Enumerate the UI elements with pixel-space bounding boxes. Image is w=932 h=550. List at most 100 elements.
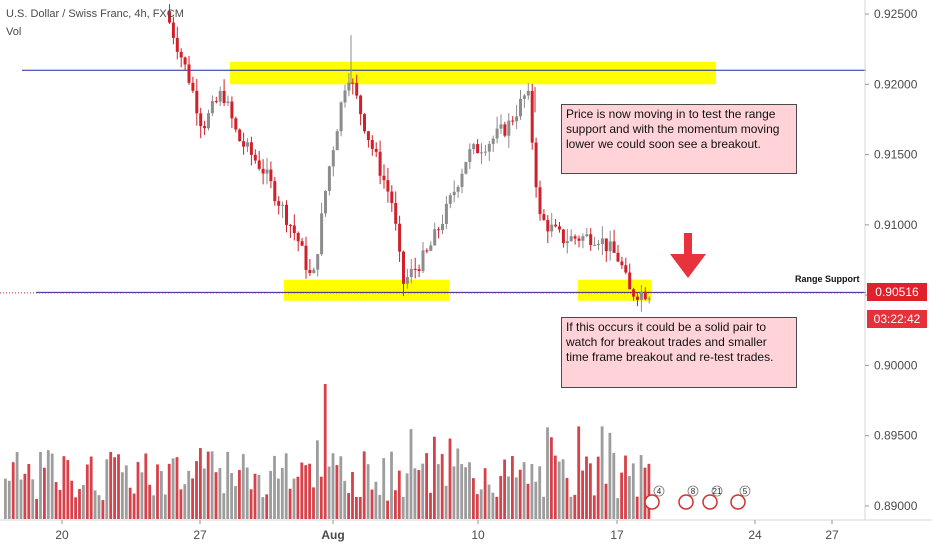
volume-bar <box>538 466 542 519</box>
volume-bar <box>464 467 467 519</box>
candle-body <box>608 241 612 252</box>
event-badge-icon[interactable] <box>730 494 746 510</box>
volume-bar <box>378 494 382 519</box>
volume-bar <box>460 464 464 519</box>
candle-body <box>522 95 526 99</box>
volume-bar <box>58 489 62 519</box>
candle-body <box>491 138 495 144</box>
price-tick-label: 0.92500 <box>874 7 918 21</box>
volume-bar <box>370 489 374 519</box>
candle-body <box>363 114 366 132</box>
candle-body <box>191 82 195 91</box>
volume-bar <box>444 485 448 519</box>
volume-bar <box>409 429 413 519</box>
candle-body <box>265 169 269 174</box>
volume-bar <box>390 451 393 519</box>
volume-bar <box>238 470 241 519</box>
highlight-zones <box>230 61 716 301</box>
volume-bar <box>7 480 11 519</box>
candle-body <box>425 250 429 252</box>
candle-body <box>238 129 242 142</box>
volume-bar <box>234 486 237 519</box>
volume-bar <box>160 471 163 519</box>
candle-body <box>417 269 421 272</box>
volume-bar <box>358 497 362 519</box>
note-bottom[interactable]: If this occurs it could be a solid pair … <box>561 317 797 388</box>
candle-body <box>456 186 460 192</box>
price-tick-label: 0.91500 <box>874 148 918 162</box>
volume-bar <box>639 455 643 519</box>
volume-bar <box>296 476 300 519</box>
candle-body <box>230 101 234 119</box>
volume-bar <box>557 461 561 519</box>
event-badge-icon[interactable] <box>644 494 660 510</box>
event-badge-icon[interactable] <box>678 494 694 510</box>
candle-body <box>402 251 405 284</box>
candle-body <box>398 223 402 252</box>
candle-body <box>386 180 390 192</box>
volume-bar <box>97 495 101 519</box>
volume-bar <box>394 490 397 519</box>
volume-bar <box>167 463 171 519</box>
candle-body <box>600 238 604 245</box>
candle-body <box>620 261 624 266</box>
volume-bar <box>11 462 15 519</box>
volume-bar <box>156 464 159 519</box>
candle-body <box>597 244 600 246</box>
candle-body <box>550 224 554 232</box>
level-lines <box>0 69 866 294</box>
volume-bar <box>456 448 460 519</box>
candle-body <box>480 152 483 154</box>
candle-body <box>335 131 339 151</box>
candle-body <box>636 296 639 300</box>
volume-bar <box>374 481 378 519</box>
event-badge-count: 8 <box>691 487 696 496</box>
volume-bar <box>218 468 222 519</box>
candle-body <box>464 161 468 174</box>
volume-bar <box>304 465 308 519</box>
volume-bar <box>604 483 608 519</box>
volume-bar <box>253 473 257 519</box>
volume-bar <box>542 496 545 519</box>
candle-body <box>405 277 409 284</box>
candle-body <box>226 101 230 104</box>
candle-body <box>292 225 296 234</box>
note-top[interactable]: Price is now moving in to test the range… <box>561 104 797 174</box>
time-tick-label: 24 <box>748 528 762 542</box>
time-tick-label: 20 <box>55 528 69 542</box>
event-badge-icon[interactable] <box>702 494 718 510</box>
candle-body <box>179 51 183 58</box>
volume-bar <box>643 467 647 519</box>
candle-body <box>554 224 558 227</box>
price-axis: 0.925000.920000.915000.910000.905000.900… <box>865 7 918 513</box>
candle-body <box>269 169 273 182</box>
event-badge-count: 21 <box>713 487 722 496</box>
highlight-zone <box>284 279 449 301</box>
volume-bar <box>206 451 210 519</box>
volume-bar <box>569 496 573 519</box>
volume-bar <box>620 472 623 519</box>
candle-body <box>628 272 632 290</box>
volume-bar <box>518 469 522 519</box>
candle-body <box>296 233 300 242</box>
price-tick-label: 0.91000 <box>874 218 918 232</box>
volume-bar <box>241 454 245 519</box>
volume-bar <box>27 464 31 519</box>
candle-body <box>316 254 320 270</box>
volume-bar <box>436 464 440 519</box>
candle-body <box>476 144 480 154</box>
event-badge-count-bubble <box>687 485 699 497</box>
event-badges[interactable]: 4 8 21 5 <box>644 485 751 510</box>
candle-body <box>483 151 487 153</box>
volume-bar <box>429 492 432 519</box>
volume-bar <box>210 451 214 519</box>
volume-bar <box>82 485 85 519</box>
candle-body <box>175 37 179 52</box>
volume-bar <box>624 455 627 519</box>
candle-body <box>324 190 327 214</box>
volume-bar <box>546 427 549 519</box>
volume-bar <box>507 476 510 519</box>
candle-body <box>643 291 647 300</box>
event-badge-count: 5 <box>743 487 748 496</box>
